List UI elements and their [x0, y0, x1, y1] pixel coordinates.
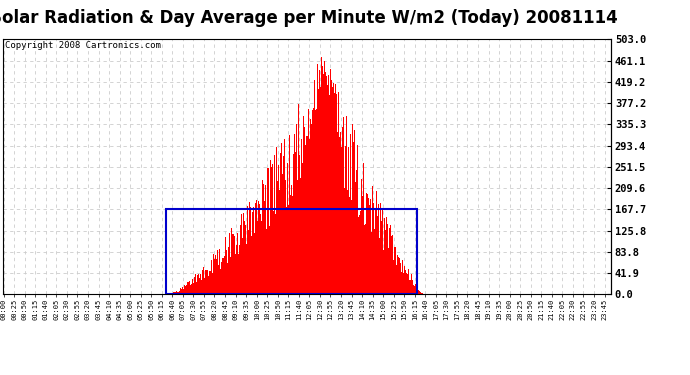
- Bar: [166, 209, 417, 294]
- Text: Solar Radiation & Day Average per Minute W/m2 (Today) 20081114: Solar Radiation & Day Average per Minute…: [0, 9, 618, 27]
- Text: Copyright 2008 Cartronics.com: Copyright 2008 Cartronics.com: [5, 40, 161, 50]
